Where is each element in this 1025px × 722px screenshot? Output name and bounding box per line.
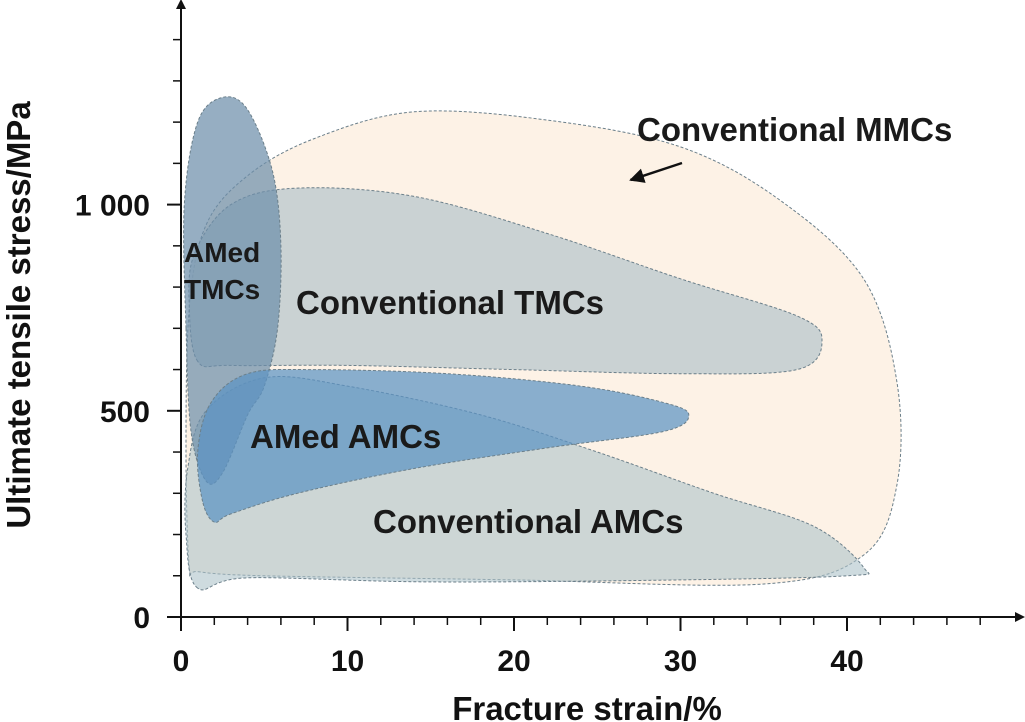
region-amed-amcs (196, 368, 690, 524)
y-tick-label: 0 (133, 602, 150, 635)
x-tick-label: 30 (664, 645, 697, 678)
x-axis-title: Fracture strain/% (452, 690, 722, 722)
x-tick-label: 40 (830, 645, 863, 678)
annotation-arrow (629, 161, 683, 183)
ticks: 0 10 20 30 40 0 500 1 000 (75, 38, 981, 678)
label-conventional-amcs: Conventional AMCs (373, 503, 683, 540)
x-tick-label: 0 (173, 645, 190, 678)
y-axis-title: Ultimate tensile stress/MPa (0, 101, 37, 529)
label-amed-tmcs: AMed TMCs (184, 237, 268, 305)
y-tick-label: 1 000 (75, 190, 150, 223)
label-conventional-tmcs: Conventional TMCs (296, 284, 604, 321)
regions (183, 96, 902, 591)
x-tick-label: 10 (331, 645, 364, 678)
label-amed-tmcs-line1: AMed (184, 237, 260, 268)
label-amed-amcs: AMed AMCs (250, 418, 441, 455)
y-tick-label: 500 (100, 396, 150, 429)
label-conventional-mmcs: Conventional MMCs (637, 111, 952, 148)
x-tick-label: 20 (497, 645, 530, 678)
label-amed-tmcs-line2: TMCs (184, 274, 260, 305)
